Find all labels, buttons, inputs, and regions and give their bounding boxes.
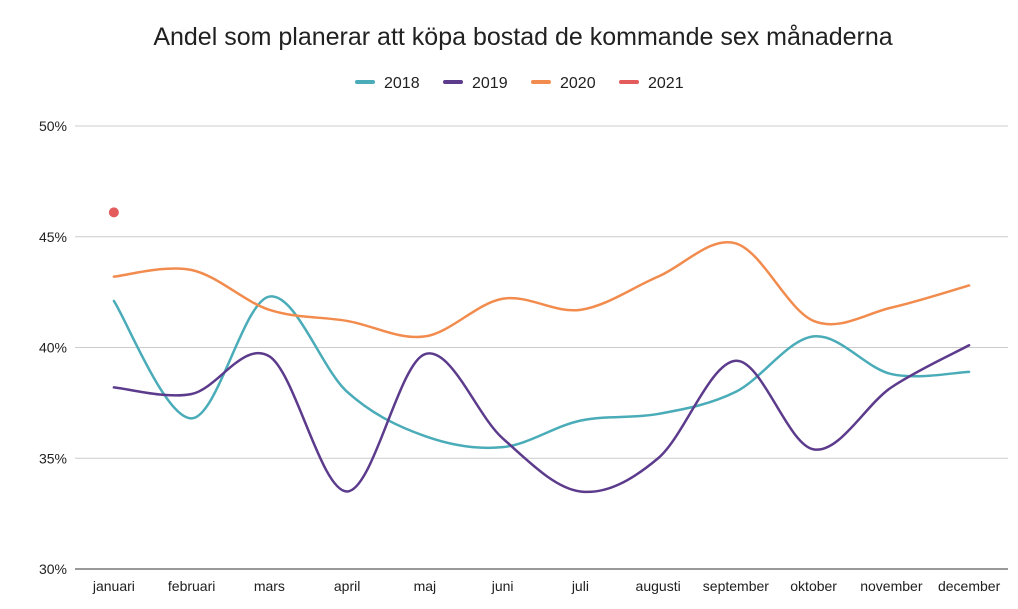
y-axis-ticks: 30% 35% 40% 45% 50%	[39, 118, 67, 577]
legend-label: 2018	[384, 75, 420, 92]
chart-title: Andel som planerar att köpa bostad de ko…	[153, 23, 892, 51]
data-point-2021	[108, 207, 119, 218]
y-tick-label: 40%	[39, 340, 67, 356]
legend-label: 2021	[648, 75, 684, 92]
x-tick-label: september	[703, 578, 769, 594]
gridlines	[75, 125, 1008, 570]
series-lines	[108, 207, 971, 494]
x-tick-label: november	[860, 578, 923, 594]
series-line-2018	[112, 295, 971, 450]
x-tick-label: augusti	[636, 578, 681, 594]
x-tick-label: april	[334, 578, 360, 594]
x-axis-ticks: januari februari mars april maj juni juli augus…	[92, 578, 1001, 594]
series-line-2019	[112, 344, 971, 494]
y-tick-label: 50%	[39, 118, 67, 134]
x-tick-label: maj	[414, 578, 437, 594]
x-tick-label: juli	[571, 578, 589, 594]
legend-label: 2020	[560, 75, 596, 92]
y-tick-label: 35%	[39, 450, 67, 466]
legend: 2018 2019 2020 2021	[355, 75, 684, 92]
x-tick-label: oktober	[790, 578, 837, 594]
legend-label: 2019	[472, 75, 508, 92]
x-tick-label: december	[938, 578, 1001, 594]
x-tick-label: januari	[92, 578, 135, 594]
y-tick-label: 45%	[39, 229, 67, 245]
x-tick-label: juni	[491, 578, 514, 594]
x-tick-label: februari	[168, 578, 215, 594]
series-line-2020	[112, 240, 971, 339]
y-tick-label: 30%	[39, 561, 67, 577]
x-tick-label: mars	[254, 578, 285, 594]
